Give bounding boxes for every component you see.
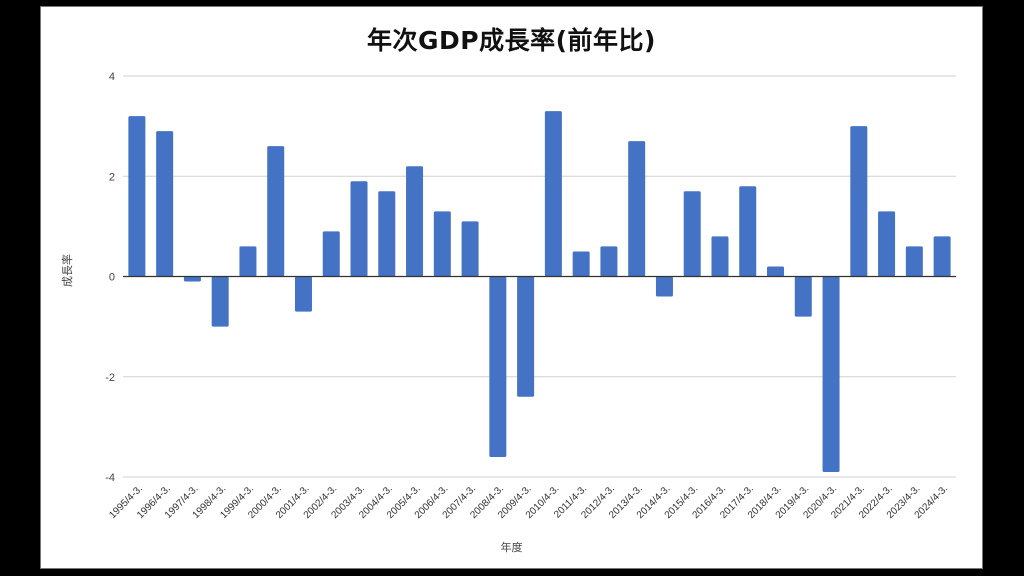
bar[interactable] bbox=[211, 276, 229, 327]
bar[interactable] bbox=[767, 266, 785, 277]
bar[interactable] bbox=[878, 211, 896, 277]
bar[interactable] bbox=[156, 131, 174, 277]
bar-chart-plot: 420-2-41995/4-3.1996/4-3.1997/4-3.1998/4… bbox=[105, 71, 956, 521]
y-tick-label: -4 bbox=[105, 472, 115, 484]
bar[interactable] bbox=[517, 276, 535, 397]
bar[interactable] bbox=[350, 181, 368, 277]
bar[interactable] bbox=[489, 276, 507, 457]
bar[interactable] bbox=[905, 246, 923, 277]
bar[interactable] bbox=[933, 236, 951, 277]
y-tick-label: 4 bbox=[109, 71, 115, 83]
bar[interactable] bbox=[655, 276, 673, 297]
bar[interactable] bbox=[711, 236, 729, 277]
bar[interactable] bbox=[822, 276, 840, 472]
bar[interactable] bbox=[572, 251, 590, 277]
y-tick-label: 0 bbox=[109, 272, 115, 284]
bar[interactable] bbox=[378, 191, 396, 277]
bar[interactable] bbox=[739, 186, 757, 277]
y-tick-label: -2 bbox=[105, 372, 115, 384]
chart-panel: 年次GDP成長率(前年比) 4 2 0 -2 -4 1995/4-3. 1996/4-3. 1… bbox=[40, 6, 983, 569]
bar[interactable] bbox=[406, 166, 424, 277]
bar[interactable] bbox=[461, 221, 479, 277]
chart-title: 年次GDP成長率(前年比) bbox=[367, 26, 656, 55]
bar[interactable] bbox=[239, 246, 257, 277]
bar[interactable] bbox=[322, 231, 340, 277]
bar[interactable] bbox=[544, 111, 562, 277]
y-axis-label: 成長率 bbox=[61, 254, 74, 287]
bar[interactable] bbox=[128, 116, 146, 277]
x-axis-label: 年度 bbox=[500, 541, 523, 554]
bar[interactable] bbox=[294, 276, 312, 312]
bar[interactable] bbox=[628, 141, 646, 277]
bar[interactable] bbox=[794, 276, 812, 317]
y-tick-label: 2 bbox=[109, 171, 115, 183]
bar[interactable] bbox=[433, 211, 451, 277]
bar[interactable] bbox=[267, 146, 285, 277]
bar[interactable] bbox=[850, 126, 868, 277]
bar[interactable] bbox=[183, 276, 201, 282]
bar[interactable] bbox=[600, 246, 618, 277]
bar[interactable] bbox=[683, 191, 701, 277]
